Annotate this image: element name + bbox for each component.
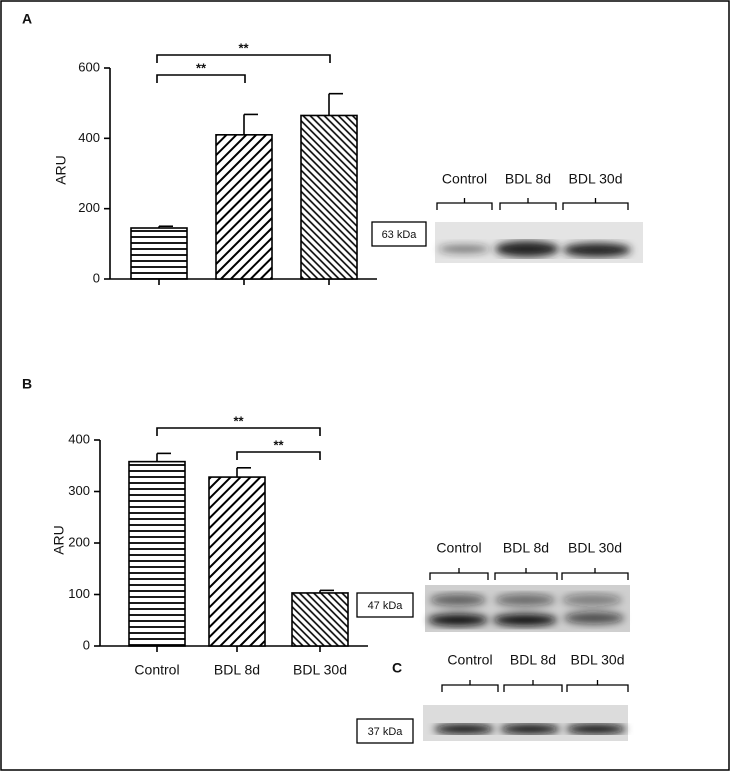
panel-label: B xyxy=(22,376,32,392)
y-tick-label: 0 xyxy=(93,270,100,285)
y-tick-label: 600 xyxy=(78,59,100,74)
y-tick-label: 100 xyxy=(68,586,90,601)
panel-label: A xyxy=(22,11,32,27)
marker-box xyxy=(356,718,414,744)
y-tick-label: 400 xyxy=(78,130,100,145)
lane-label: BDL 30d xyxy=(569,171,623,187)
bar xyxy=(130,227,188,280)
y-tick-label: 200 xyxy=(68,534,90,549)
lane-label: BDL 8d xyxy=(505,171,551,187)
lane-bracket xyxy=(429,568,489,580)
lane-bracket xyxy=(562,198,629,210)
bar xyxy=(128,460,186,647)
y-axis-label: ARU xyxy=(53,155,69,185)
y-tick-label: 300 xyxy=(68,483,90,498)
marker-label: 47 kDa xyxy=(368,600,404,612)
bar xyxy=(291,592,349,647)
x-tick-label: BDL 30d xyxy=(293,662,347,678)
significance-label: ** xyxy=(196,60,207,75)
marker-label: 37 kDa xyxy=(368,726,404,738)
significance-bracket xyxy=(156,427,321,436)
bar xyxy=(208,476,266,647)
blot-image xyxy=(425,585,630,632)
lane-label: BDL 8d xyxy=(510,652,556,668)
marker-box xyxy=(356,592,414,618)
panel-label: C xyxy=(392,660,402,676)
y-axis-label: ARU xyxy=(51,525,67,555)
significance-bracket xyxy=(156,54,331,63)
lane-bracket xyxy=(499,198,557,210)
lane-bracket xyxy=(441,680,499,692)
lane-bracket xyxy=(566,680,629,692)
lane-bracket xyxy=(561,568,629,580)
x-tick-label: BDL 8d xyxy=(214,662,260,678)
lane-label: Control xyxy=(442,171,487,187)
significance-label: ** xyxy=(273,437,284,452)
lane-label: BDL 30d xyxy=(568,540,622,556)
significance-bracket xyxy=(236,451,321,460)
marker-label: 63 kDa xyxy=(382,229,418,241)
lane-label: Control xyxy=(436,540,481,556)
lane-label: BDL 8d xyxy=(503,540,549,556)
x-tick-label: Control xyxy=(134,662,179,678)
significance-label: ** xyxy=(233,413,244,428)
lane-bracket xyxy=(436,198,493,210)
lane-label: Control xyxy=(447,652,492,668)
lane-label: BDL 30d xyxy=(571,652,625,668)
lane-bracket xyxy=(503,680,563,692)
blot-image xyxy=(423,705,628,741)
y-tick-label: 0 xyxy=(83,637,90,652)
significance-bracket xyxy=(156,74,246,83)
lane-bracket xyxy=(494,568,558,580)
bar xyxy=(300,114,358,280)
bar xyxy=(215,134,273,280)
y-tick-label: 200 xyxy=(78,200,100,215)
blot-image xyxy=(435,222,643,263)
y-tick-label: 400 xyxy=(68,431,90,446)
marker-box xyxy=(371,221,427,247)
significance-label: ** xyxy=(238,40,249,55)
